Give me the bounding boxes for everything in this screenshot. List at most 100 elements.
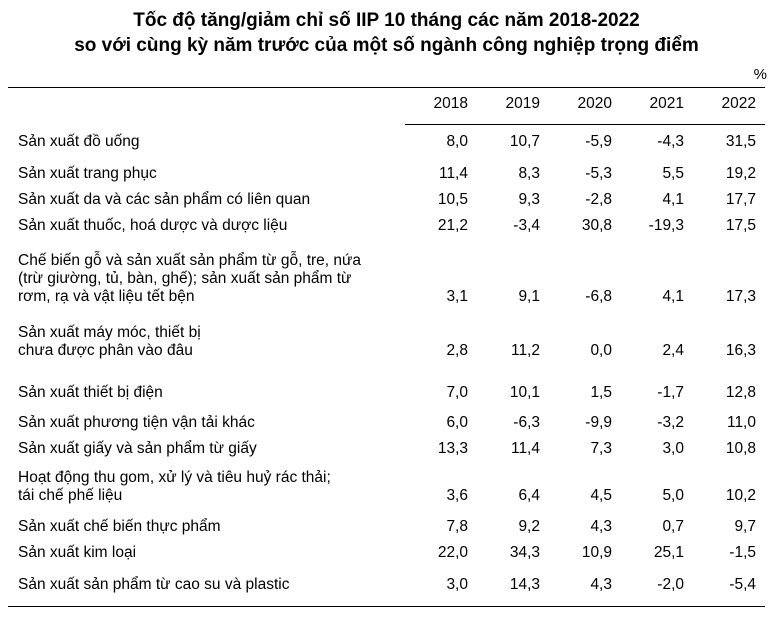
cell-2018: 2,8 — [446, 342, 468, 359]
row-label: Sản xuất đồ uống — [18, 133, 418, 151]
row-label-line: Sản xuất chế biến thực phẩm — [18, 518, 221, 535]
column-header-2018: 2018 — [433, 95, 468, 112]
cell-2020: 10,9 — [581, 544, 612, 561]
cell-2022: 12,8 — [725, 384, 756, 401]
row-label-line: Sản xuất da và các sản phẩm có liên quan — [18, 191, 311, 208]
cell-2019: 9,3 — [518, 191, 540, 208]
column-header-2020: 2020 — [577, 95, 612, 112]
cell-2020: 0,0 — [590, 342, 612, 359]
cell-2019: 9,2 — [518, 518, 540, 535]
row-label-line: Sản xuất sản phẩm từ cao su và plastic — [18, 576, 290, 593]
header-rule — [405, 124, 765, 125]
cell-2021: 0,7 — [662, 518, 684, 535]
cell-2021: 25,1 — [653, 544, 684, 561]
row-label: Sản xuất thuốc, hoá dược và dược liệu — [18, 217, 418, 235]
cell-2021: 5,0 — [662, 487, 684, 504]
cell-2020: 1,5 — [590, 384, 612, 401]
row-label-line: Sản xuất phương tiện vận tải khác — [18, 414, 255, 431]
title-line-2: so với cùng kỳ năm trước của một số ngàn… — [74, 35, 699, 56]
cell-2020: 4,5 — [590, 487, 612, 504]
cell-2018: 6,0 — [446, 414, 468, 431]
cell-2018: 7,8 — [446, 518, 468, 535]
row-label: Sản xuất sản phẩm từ cao su và plastic — [18, 576, 418, 594]
title-line-1: Tốc độ tăng/giảm chỉ số IIP 10 tháng các… — [133, 10, 640, 31]
row-label-line: rơm, rạ và vật liệu tết bện — [18, 288, 195, 305]
cell-2018: 22,0 — [437, 544, 468, 561]
cell-2022: -5,4 — [729, 576, 756, 593]
cell-2021: 5,5 — [662, 165, 684, 182]
cell-2019: 14,3 — [509, 576, 540, 593]
cell-2021: -3,2 — [657, 414, 684, 431]
cell-2022: 11,0 — [726, 414, 756, 431]
cell-2022: -1,5 — [729, 544, 756, 561]
cell-2020: -5,3 — [585, 165, 612, 182]
cell-2022: 10,8 — [725, 440, 756, 457]
row-label: Sản xuất da và các sản phẩm có liên quan — [18, 191, 418, 209]
row-label-line: Sản xuất trang phục — [18, 165, 157, 182]
cell-2021: -2,0 — [657, 576, 684, 593]
cell-2019: 11,4 — [510, 440, 540, 457]
cell-2019: 10,1 — [509, 384, 540, 401]
cell-2020: -5,9 — [585, 133, 612, 150]
cell-2020: 4,3 — [590, 518, 612, 535]
row-label-line: Sản xuất đồ uống — [18, 133, 140, 150]
cell-2020: -9,9 — [585, 414, 612, 431]
cell-2022: 17,3 — [725, 288, 756, 305]
row-label: Sản xuất chế biến thực phẩm — [18, 518, 418, 536]
cell-2018: 3,1 — [446, 288, 468, 305]
cell-2019: -3,4 — [513, 217, 540, 234]
row-label: Sản xuất phương tiện vận tải khác — [18, 414, 418, 432]
cell-2019: 10,7 — [509, 133, 540, 150]
cell-2022: 19,2 — [725, 165, 756, 182]
cell-2022: 10,2 — [725, 487, 756, 504]
row-label-line: chưa được phân vào đâu — [18, 342, 193, 359]
row-label-line: Chế biến gỗ và sản xuất sản phẩm từ gỗ, … — [18, 252, 362, 269]
row-label-line: Sản xuất kim loại — [18, 544, 137, 561]
row-label-line: Sản xuất thuốc, hoá dược và dược liệu — [18, 217, 288, 234]
row-label: Hoạt động thu gom, xử lý và tiêu huỷ rác… — [18, 469, 418, 505]
cell-2021: 4,1 — [662, 191, 684, 208]
cell-2018: 13,3 — [437, 440, 468, 457]
cell-2021: 2,4 — [662, 342, 684, 359]
cell-2020: -6,8 — [585, 288, 612, 305]
row-label-line: Sản xuất thiết bị điện — [18, 384, 163, 401]
cell-2022: 9,7 — [734, 518, 756, 535]
top-rule — [8, 87, 765, 88]
cell-2020: 4,3 — [590, 576, 612, 593]
cell-2019: 8,3 — [518, 165, 540, 182]
cell-2020: 30,8 — [581, 217, 612, 234]
row-label: Sản xuất trang phục — [18, 165, 418, 183]
table-title: Tốc độ tăng/giảm chỉ số IIP 10 tháng các… — [0, 8, 773, 58]
unit-label: % — [753, 66, 767, 83]
row-label-line: (trừ giường, tủ, bàn, ghế); sản xuất sản… — [18, 270, 352, 287]
bottom-rule — [8, 606, 765, 607]
cell-2018: 10,5 — [437, 191, 468, 208]
row-label-line: Sản xuất máy móc, thiết bị — [18, 324, 201, 341]
row-label: Sản xuất thiết bị điện — [18, 384, 418, 402]
cell-2019: 34,3 — [509, 544, 540, 561]
cell-2020: 7,3 — [590, 440, 612, 457]
row-label-line: Hoạt động thu gom, xử lý và tiêu huỷ rác… — [18, 469, 331, 486]
row-label: Sản xuất giấy và sản phẩm từ giấy — [18, 440, 418, 458]
cell-2021: -4,3 — [657, 133, 684, 150]
cell-2022: 17,5 — [725, 217, 756, 234]
column-header-2019: 2019 — [505, 95, 540, 112]
cell-2021: -1,7 — [657, 384, 684, 401]
cell-2018: 21,2 — [437, 217, 468, 234]
cell-2019: 6,4 — [518, 487, 540, 504]
row-label-line: Sản xuất giấy và sản phẩm từ giấy — [18, 440, 257, 457]
row-label: Chế biến gỗ và sản xuất sản phẩm từ gỗ, … — [18, 252, 418, 306]
cell-2021: 4,1 — [662, 288, 684, 305]
cell-2018: 3,6 — [446, 487, 468, 504]
column-header-2021: 2021 — [649, 95, 684, 112]
cell-2020: -2,8 — [585, 191, 612, 208]
cell-2022: 16,3 — [725, 342, 756, 359]
cell-2021: -19,3 — [648, 217, 684, 234]
cell-2018: 3,0 — [446, 576, 468, 593]
row-label: Sản xuất máy móc, thiết bị chưa được phân… — [18, 324, 418, 360]
cell-2018: 11,4 — [438, 165, 468, 182]
cell-2019: 9,1 — [518, 288, 540, 305]
cell-2022: 17,7 — [725, 191, 756, 208]
row-label-line: tái chế phế liệu — [18, 487, 123, 504]
cell-2018: 7,0 — [446, 384, 468, 401]
